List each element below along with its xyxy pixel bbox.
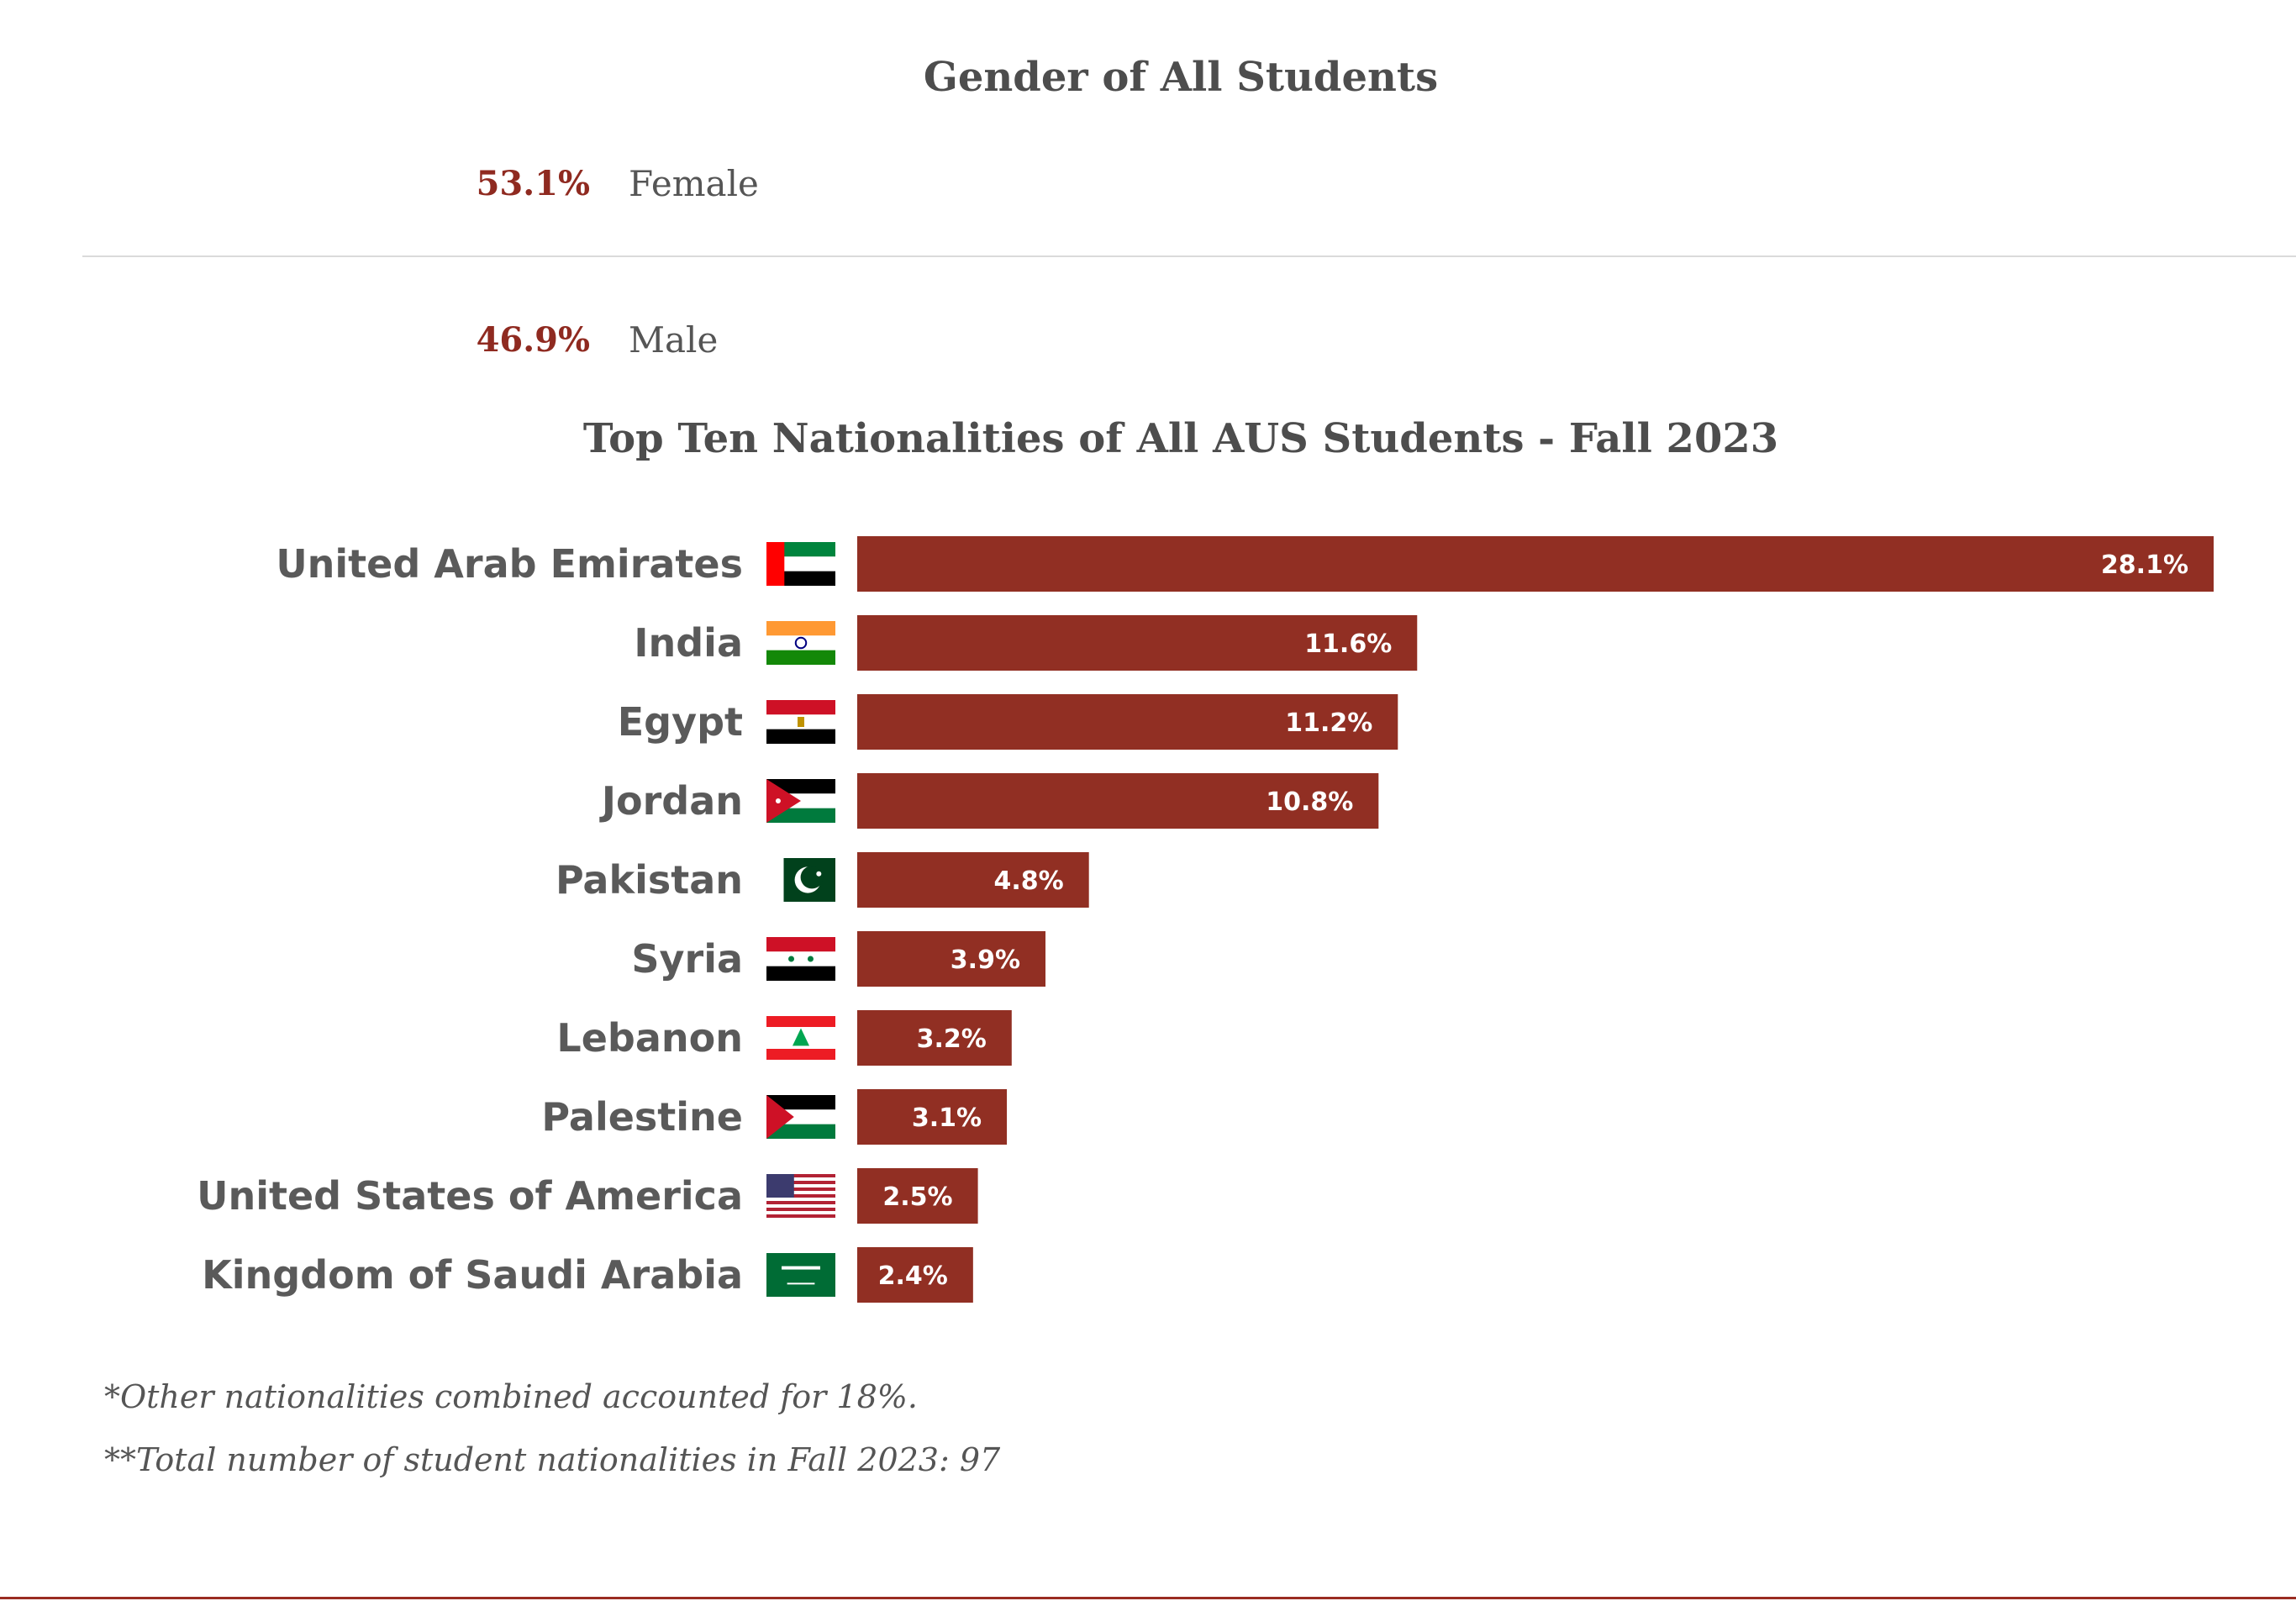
chart-title: Top Ten Nationalities of All AUS Student… xyxy=(582,415,1779,462)
category-label: Syria xyxy=(631,936,743,982)
bar xyxy=(857,536,2214,592)
bar-value-label: 28.1% xyxy=(2101,550,2188,580)
category-label: Pakistan xyxy=(556,857,743,903)
jordan-flag-icon xyxy=(766,779,835,823)
category-label: India xyxy=(634,620,743,666)
saudi-flag-icon xyxy=(766,1253,835,1297)
egypt-flag-icon xyxy=(766,700,835,744)
gender-title: Gender of All Students xyxy=(923,54,1439,101)
uae-flag-icon xyxy=(766,542,835,586)
gender-row-male: 46.9% Male xyxy=(0,306,2296,373)
pakistan-flag-icon xyxy=(766,858,835,902)
bar-value-label: 3.2% xyxy=(917,1024,987,1054)
category-label: Kingdom of Saudi Arabia xyxy=(202,1252,743,1298)
bar-value-label: 2.5% xyxy=(882,1182,952,1212)
bar-value-label: 2.4% xyxy=(878,1261,948,1291)
female-label: Female xyxy=(629,162,759,204)
bar xyxy=(857,694,1398,750)
bottom-rule xyxy=(0,1597,2296,1599)
category-label: United States of America xyxy=(197,1173,743,1219)
bar-value-label: 11.2% xyxy=(1285,708,1372,738)
category-label: Lebanon xyxy=(556,1015,743,1061)
category-label: Jordan xyxy=(599,778,743,824)
bar xyxy=(857,1168,978,1224)
bar xyxy=(857,1089,1008,1145)
usa-flag-icon xyxy=(766,1174,835,1218)
bar-value-label: 3.1% xyxy=(912,1103,982,1133)
bar xyxy=(857,773,1379,829)
bar xyxy=(857,1247,973,1303)
note-total-nationalities: **Total number of student nationalities … xyxy=(104,1441,1001,1478)
male-label: Male xyxy=(629,319,719,361)
male-percentage: 46.9% xyxy=(476,319,590,360)
category-label: United Arab Emirates xyxy=(276,541,743,587)
bar-value-label: 3.9% xyxy=(951,945,1020,975)
gender-row-female: 53.1% Female xyxy=(0,150,2296,217)
bar xyxy=(857,852,1089,908)
note-other-nationalities: *Other nationalities combined accounted … xyxy=(104,1378,918,1415)
palestine-flag-icon xyxy=(766,1095,835,1139)
nationalities-bar-chart: United Arab Emirates 28.1% India 11.6% Egypt… xyxy=(197,536,2214,1303)
category-label: Egypt xyxy=(618,699,743,745)
india-flag-icon xyxy=(766,621,835,665)
bar xyxy=(857,1010,1012,1066)
gender-divider xyxy=(82,255,2296,257)
category-label: Palestine xyxy=(541,1094,743,1140)
female-percentage: 53.1% xyxy=(476,163,590,203)
bar xyxy=(857,931,1046,987)
syria-flag-icon xyxy=(766,937,835,981)
bar xyxy=(857,615,1418,671)
bar-value-label: 11.6% xyxy=(1304,629,1392,659)
bar-value-label: 10.8% xyxy=(1266,787,1353,817)
lebanon-flag-icon xyxy=(766,1016,835,1060)
bar-value-label: 4.8% xyxy=(993,866,1063,896)
